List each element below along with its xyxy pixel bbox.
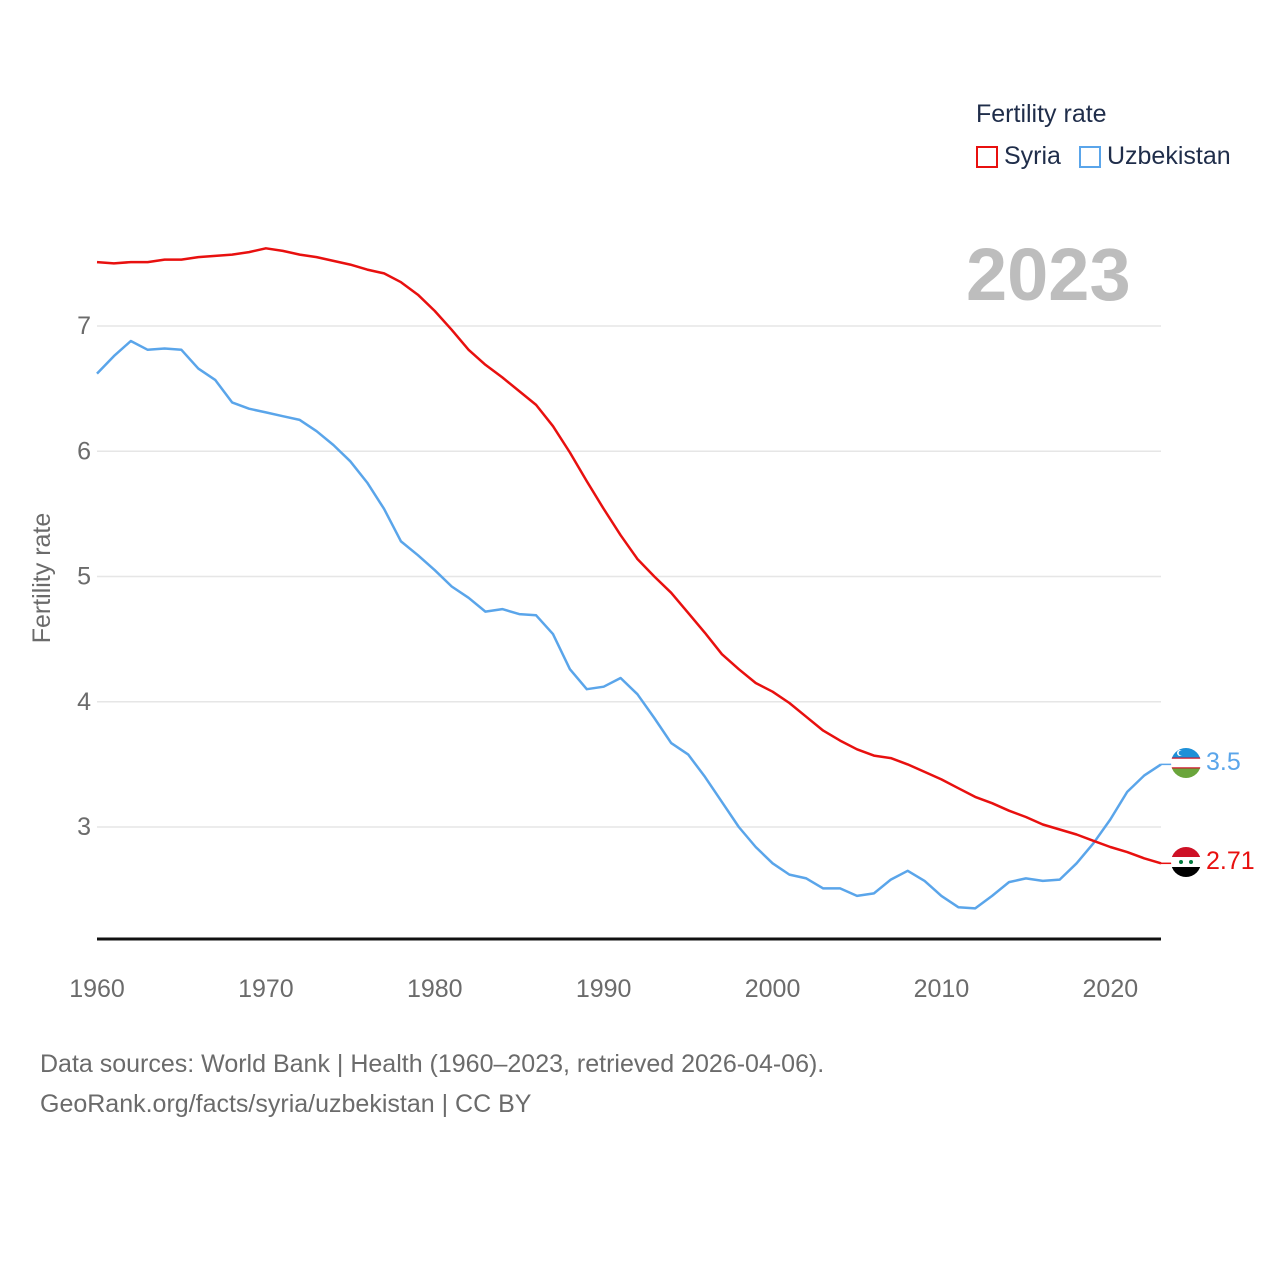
footer-sources: Data sources: World Bank | Health (1960–… (40, 1050, 825, 1078)
x-tick-label: 1990 (576, 975, 632, 1003)
series-line-uzbekistan[interactable] (96, 339, 1162, 910)
y-tick-label: 3 (77, 813, 91, 841)
uzbekistan-swatch (1078, 145, 1101, 168)
y-tick-labels: 3 4 5 6 7 (77, 312, 91, 841)
y-tick-label: 4 (77, 688, 91, 716)
x-tick-label: 1980 (407, 975, 463, 1003)
legend-item-uzbekistan[interactable]: Uzbekistan (1078, 142, 1231, 171)
y-tick-label: 6 (77, 437, 91, 465)
uzbekistan-end-value: 3.5 (1206, 748, 1241, 776)
syria-swatch (976, 145, 998, 168)
gridlines (97, 325, 1161, 828)
x-tick-label: 1970 (238, 975, 294, 1003)
legend-label-uzbekistan: Uzbekistan (1106, 142, 1231, 170)
footer: Data sources: World Bank | Health (1960–… (40, 1044, 824, 1124)
year-badge: 2023 (966, 233, 1131, 316)
syria-end-value: 2.71 (1206, 847, 1255, 875)
y-tick-label: 5 (77, 563, 91, 591)
uzbekistan-flag-icon (1171, 748, 1201, 778)
x-tick-labels: 1960 1970 1980 1990 2000 2010 2020 (69, 975, 1138, 1003)
legend: Syria Uzbekistan (976, 142, 1249, 171)
y-axis-label: Fertility rate (28, 513, 56, 644)
syria-flag-icon (1171, 847, 1201, 877)
x-tick-label: 2000 (745, 975, 801, 1003)
x-tick-label: 1960 (69, 975, 125, 1003)
footer-attribution[interactable]: GeoRank.org/facts/syria/uzbekistan | CC … (40, 1090, 532, 1118)
x-tick-label: 2020 (1083, 975, 1139, 1003)
series-line-syria[interactable] (96, 247, 1162, 865)
legend-label-syria: Syria (1004, 142, 1061, 170)
legend-item-syria[interactable]: Syria (976, 142, 1061, 171)
y-tick-label: 7 (77, 312, 91, 340)
series-lines (96, 247, 1172, 910)
legend-title: Fertility rate (976, 100, 1107, 128)
x-tick-label: 2010 (914, 975, 970, 1003)
